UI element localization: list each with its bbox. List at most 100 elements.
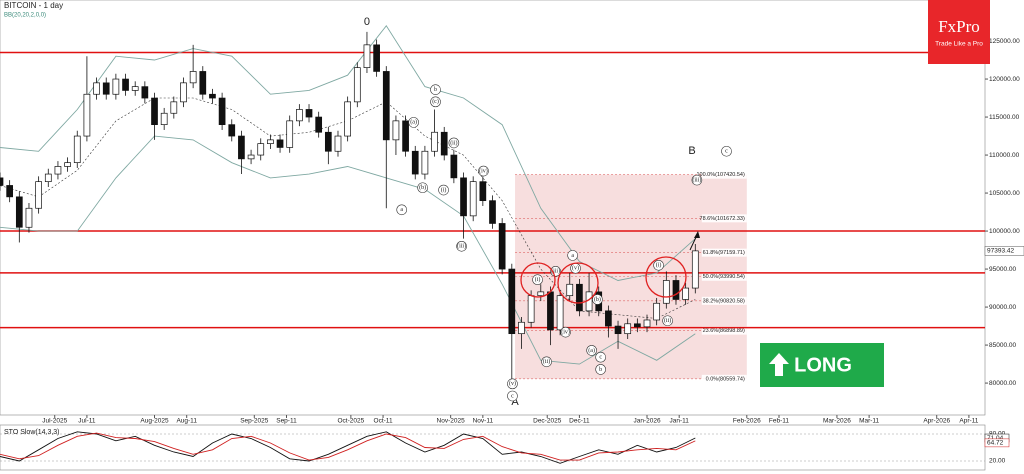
candle-body: [624, 323, 632, 335]
candle-body: [296, 109, 303, 122]
x-tick-label: Feb-2026: [733, 418, 761, 425]
candle-body: [315, 116, 323, 133]
wave-circle: [417, 182, 428, 194]
y-tick-label: 120000.00: [989, 76, 1020, 83]
stoch-line: [0, 432, 696, 461]
candle-body: [151, 97, 158, 126]
fib-label-bg: [701, 170, 747, 179]
wave-circle: [456, 240, 467, 252]
logo-tagline: Trade Like a Pro: [935, 41, 983, 48]
wave-label: (iv): [561, 329, 570, 336]
fib-label: 78.6%(101672.33): [700, 216, 745, 222]
wave-circle: [507, 378, 518, 390]
wave-label: c: [725, 149, 728, 155]
candle-body: [498, 223, 506, 270]
wave-circle: [653, 259, 664, 271]
wave-label: (ii): [543, 358, 550, 365]
candle-body: [0, 177, 4, 186]
candle-body: [238, 135, 245, 160]
fib-label: 50.0%(93990.54): [703, 274, 745, 280]
x-tick-label: Apr-11: [959, 418, 978, 425]
fib-label-bg: [701, 214, 747, 223]
indicator-label: BB(20,20,2,0,0): [4, 13, 46, 19]
wave-label: (ii): [664, 317, 671, 324]
candle-body: [518, 321, 525, 335]
candle-body: [209, 93, 216, 99]
stoch-value-label: 71.04: [987, 435, 1004, 442]
signal-label: LONG: [794, 354, 852, 376]
y-tick-label: 100000.00: [989, 228, 1020, 235]
wave-label: (iv): [479, 167, 488, 174]
candle-body: [64, 162, 71, 167]
bollinger-lower: [0, 135, 696, 365]
wave-label: c: [511, 393, 514, 399]
candle-body: [460, 177, 467, 217]
candle-body: [537, 291, 545, 297]
candle-body: [382, 71, 390, 141]
candle-body: [353, 67, 361, 103]
candle-body: [35, 181, 42, 209]
stoch-value-box: [984, 438, 1010, 448]
logo-box: [928, 0, 990, 64]
x-tick-label: Jul-11: [78, 418, 96, 425]
candle-body: [421, 150, 429, 175]
candle-body: [682, 287, 689, 300]
candle-body: [634, 323, 641, 328]
wave-circle: [541, 356, 552, 368]
candle-body: [189, 71, 197, 84]
x-tick-label: Aug-2025: [140, 418, 169, 425]
candle-body: [15, 196, 23, 228]
fib-label: 23.6%(86898.89): [703, 328, 745, 334]
x-tick-label: Feb-11: [769, 418, 789, 425]
candle-body: [228, 124, 236, 137]
candle-body: [547, 291, 554, 331]
candle-body: [199, 71, 207, 95]
wave-label: (a): [410, 119, 417, 126]
wave-circle: [438, 184, 449, 196]
wave-label: (v): [572, 265, 579, 272]
highlight-circle: [520, 262, 556, 298]
candle-body: [691, 250, 699, 289]
wave-label: A: [511, 396, 519, 408]
wave-label: (b): [419, 184, 426, 191]
x-tick-label: Nov-2025: [437, 418, 466, 425]
x-tick-label: Oct-2025: [337, 418, 364, 425]
wave-circle: [408, 117, 419, 128]
wave-label: a: [571, 253, 574, 259]
y-tick-label: 115000.00: [989, 114, 1020, 121]
candle-body: [614, 325, 622, 335]
candle-body: [112, 78, 120, 95]
arrow-head: [694, 231, 700, 238]
candle-body: [267, 139, 274, 145]
logo-brand: FxPro: [938, 17, 980, 36]
x-tick-label: Apr-2026: [923, 418, 950, 425]
wave-label: (i): [441, 186, 447, 193]
y-tick-label: 95000.00: [989, 266, 1016, 273]
wave-circle: [595, 351, 606, 363]
last-price-label: 97393.42: [987, 248, 1014, 255]
highlight-circle: [645, 256, 687, 298]
highlight-circle: [557, 262, 599, 304]
candle-body: [605, 310, 612, 327]
candle-body: [527, 295, 535, 323]
candle-body: [324, 131, 332, 152]
x-tick-label: Mar-2026: [823, 418, 851, 425]
candle-body: [334, 135, 342, 152]
fib-label: 38.2%(90820.58): [703, 298, 745, 304]
candle-body: [672, 280, 680, 300]
wave-label: (a): [588, 347, 595, 354]
candle-body: [576, 283, 583, 312]
wave-circle: [567, 250, 578, 261]
x-tick-label: Nov-11: [473, 418, 494, 425]
wave-label: (i): [535, 276, 541, 283]
chart-title: BITCOIN - 1 day: [4, 1, 63, 10]
candle-body: [44, 173, 52, 183]
candle-body: [469, 181, 477, 217]
wave-label: b: [599, 367, 602, 373]
x-tick-label: Sep-2025: [240, 418, 269, 425]
candle-body: [489, 200, 496, 224]
wave-label: (c): [432, 98, 439, 105]
candle-body: [373, 44, 380, 72]
candle-body: [305, 109, 313, 118]
